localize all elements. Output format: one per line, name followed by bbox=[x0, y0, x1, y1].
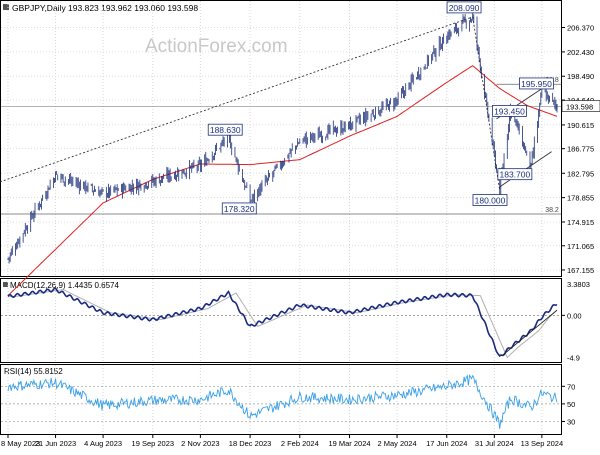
grid-layer bbox=[1, 1, 561, 434]
macd-header-icon bbox=[3, 282, 8, 287]
last-price-label: 193.598 bbox=[566, 102, 593, 111]
ma-line bbox=[7, 65, 558, 296]
watermark: ActionForex.com bbox=[145, 36, 288, 57]
macd-tick-label: -4.9 bbox=[567, 353, 580, 362]
macd-header: MACD(12,26,9) 1.4435 0.6574 bbox=[3, 281, 120, 290]
x-tick-label: 2 Nov 2023 bbox=[181, 439, 219, 448]
price-header-text: GBPJPY,Daily 193.823 193.962 193.060 193… bbox=[12, 3, 198, 13]
x-tick-label: 19 Sep 2023 bbox=[132, 439, 175, 448]
macd-series: 3.3803 0.00 -4.9 bbox=[1, 280, 590, 362]
annotation-box bbox=[446, 1, 482, 14]
x-tick-label: 2 May 2024 bbox=[377, 439, 416, 448]
annotation-box bbox=[497, 168, 533, 181]
annotations: 208.090 195.950 193.450 188.630 178.320 183.7… bbox=[207, 1, 554, 215]
last-price-box bbox=[561, 100, 600, 112]
annotation-label: 188.630 bbox=[210, 125, 241, 135]
annotation-label: 180.000 bbox=[475, 196, 506, 206]
y-tick-label: 198.490 bbox=[567, 72, 594, 81]
annotation-box bbox=[492, 105, 527, 117]
price-header-icon bbox=[3, 4, 9, 10]
annotation-label: 193.450 bbox=[494, 106, 525, 116]
x-tick-label: 8 May 2023 bbox=[1, 439, 40, 448]
y-tick-label: 174.915 bbox=[567, 218, 594, 227]
x-tick-label: 17 Jun 2024 bbox=[426, 439, 467, 448]
x-tick-label: 13 Sep 2024 bbox=[521, 439, 564, 448]
macd-tick-label: 3.3803 bbox=[567, 280, 590, 289]
macd-tick-label: 0.00 bbox=[567, 311, 582, 320]
rsi-tick-label: 50 bbox=[567, 400, 575, 409]
y-tick-label: 206.370 bbox=[567, 24, 594, 33]
y-tick-label: 171.065 bbox=[567, 242, 594, 251]
rsi-line bbox=[7, 374, 558, 429]
macd-label: MACD(12,26,9) 1.4435 0.6574 bbox=[10, 281, 120, 290]
y-tick-label: 202.430 bbox=[567, 48, 594, 57]
moving-average bbox=[7, 65, 558, 296]
annotation-label: 195.950 bbox=[521, 79, 552, 89]
x-tick-label: 19 Mar 2024 bbox=[328, 439, 370, 448]
annotation-box bbox=[519, 77, 554, 90]
macd-line bbox=[7, 287, 558, 358]
rsi-series: 70 50 30 bbox=[1, 374, 575, 429]
rsi-tick-label: 70 bbox=[567, 382, 575, 391]
macd-panel-frame bbox=[0, 278, 562, 363]
rsi-header: RSI(14) 55.8152 bbox=[4, 367, 63, 376]
price-panel-frame bbox=[0, 0, 562, 277]
rsi-tick-label: 30 bbox=[567, 417, 575, 426]
price-header: GBPJPY,Daily 193.823 193.962 193.060 193… bbox=[3, 3, 198, 13]
x-tick-label: 18 Dec 2023 bbox=[229, 439, 272, 448]
rsi-panel-frame bbox=[0, 364, 562, 435]
y-tick-label: 167.155 bbox=[567, 266, 594, 275]
macd-trendline bbox=[502, 309, 558, 356]
candles bbox=[7, 11, 558, 264]
annotation-label: 178.320 bbox=[224, 204, 255, 214]
y-axis: 206.370202.430198.490194.640190.615186.7… bbox=[561, 24, 600, 275]
macd-signal-line bbox=[8, 289, 558, 359]
trendline-dotted-up bbox=[0, 16, 473, 183]
y-tick-label: 186.775 bbox=[567, 145, 594, 154]
annotation-box bbox=[472, 194, 508, 206]
annotation-box bbox=[207, 123, 243, 136]
rsi-label: RSI(14) 55.8152 bbox=[4, 367, 63, 376]
x-tick-label: 31 Jul 2024 bbox=[475, 439, 514, 448]
annotation-label: 208.090 bbox=[449, 3, 480, 13]
y-tick-label: 190.615 bbox=[567, 121, 594, 130]
x-tick-label: 2 Feb 2024 bbox=[281, 439, 319, 448]
annotation-label: 183.700 bbox=[499, 170, 530, 180]
y-tick-label: 178.855 bbox=[567, 194, 594, 203]
annotation-box bbox=[221, 202, 257, 215]
x-tick-label: 21 Jun 2023 bbox=[35, 439, 76, 448]
fib-label-38-2: 38.2 bbox=[545, 207, 559, 214]
x-tick-label: 4 Aug 2023 bbox=[84, 439, 122, 448]
y-tick-label: 182.795 bbox=[567, 169, 594, 178]
